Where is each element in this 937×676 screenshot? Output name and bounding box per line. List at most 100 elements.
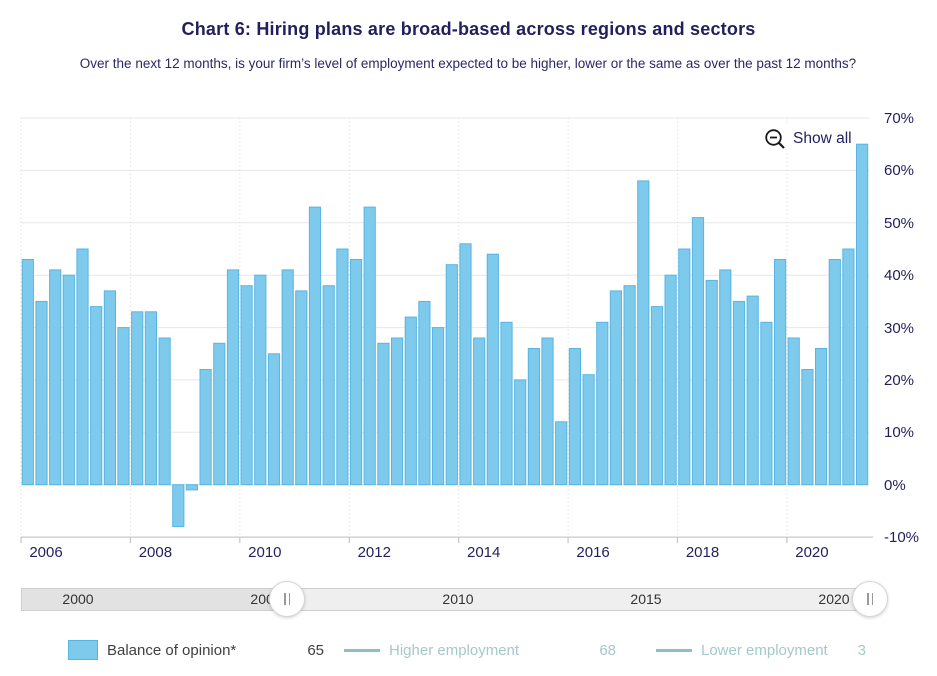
y-tick-label: 30% xyxy=(884,319,915,337)
x-tick-label: 2010 xyxy=(248,544,282,561)
bar[interactable] xyxy=(582,374,595,486)
bar[interactable] xyxy=(691,217,705,486)
zoom-out-icon xyxy=(765,128,785,149)
bar[interactable] xyxy=(76,248,89,486)
bar[interactable] xyxy=(144,311,158,486)
bar[interactable] xyxy=(787,337,800,486)
bar[interactable] xyxy=(172,484,185,528)
navigator-slider[interactable]: 2000 2005 2010 2015 2020 xyxy=(21,581,888,617)
show-all-button[interactable]: Show all xyxy=(761,126,855,152)
y-tick-label: 70% xyxy=(884,110,915,128)
bar[interactable] xyxy=(404,316,417,486)
legend: Balance of opinion* 65 Higher employment… xyxy=(68,640,866,660)
navigator-masked-range[interactable] xyxy=(22,589,287,610)
bar[interactable] xyxy=(842,248,855,486)
bar[interactable] xyxy=(363,206,376,486)
bar[interactable] xyxy=(760,321,773,486)
bar[interactable] xyxy=(418,300,431,486)
bar[interactable] xyxy=(199,369,212,486)
line-swatch-icon xyxy=(344,648,380,652)
bar[interactable] xyxy=(391,337,404,486)
bar[interactable] xyxy=(541,337,554,486)
bar[interactable] xyxy=(432,327,445,486)
bar[interactable] xyxy=(637,180,650,486)
legend-item-balance-of-opinion[interactable]: Balance of opinion* 65 xyxy=(68,640,324,660)
navigator-label: 2010 xyxy=(442,591,474,607)
bar[interactable] xyxy=(445,264,458,486)
bar[interactable] xyxy=(117,327,130,486)
bar[interactable] xyxy=(856,143,869,486)
bar[interactable] xyxy=(21,259,34,486)
bar[interactable] xyxy=(90,306,103,486)
bar[interactable] xyxy=(568,348,581,486)
y-tick-label: -10% xyxy=(884,529,920,547)
y-tick-label: 60% xyxy=(884,162,915,180)
navigator-label: 2000 xyxy=(62,591,94,607)
bar[interactable] xyxy=(377,342,390,486)
bar-swatch-icon xyxy=(68,640,98,660)
legend-value: 3 xyxy=(857,641,866,659)
bar[interactable] xyxy=(678,248,691,486)
bar[interactable] xyxy=(35,300,48,486)
bar[interactable] xyxy=(719,269,732,486)
navigator-handle-right[interactable] xyxy=(852,581,888,617)
bar[interactable] xyxy=(828,259,841,486)
bar[interactable] xyxy=(500,321,513,486)
y-tick-label: 0% xyxy=(884,476,906,494)
bar[interactable] xyxy=(226,269,240,486)
bar[interactable] xyxy=(131,311,144,486)
bar[interactable] xyxy=(815,348,828,486)
bar[interactable] xyxy=(281,269,294,486)
bar[interactable] xyxy=(322,285,335,486)
chart-subtitle: Over the next 12 months, is your firm’s … xyxy=(79,56,857,71)
bar[interactable] xyxy=(350,259,363,486)
bar[interactable] xyxy=(213,342,226,486)
bar[interactable] xyxy=(295,290,308,486)
bar[interactable] xyxy=(623,285,636,486)
legend-item-higher-employment[interactable]: Higher employment 68 xyxy=(344,642,616,659)
bar[interactable] xyxy=(459,243,472,486)
y-tick-label: 20% xyxy=(884,371,915,389)
bar[interactable] xyxy=(609,290,622,486)
x-tick-label: 2018 xyxy=(685,544,720,561)
bar[interactable] xyxy=(473,337,486,486)
bar[interactable] xyxy=(514,379,527,486)
y-tick-label: 40% xyxy=(884,267,915,285)
bar[interactable] xyxy=(746,295,759,486)
bar[interactable] xyxy=(240,285,253,486)
bar[interactable] xyxy=(267,353,281,486)
bar[interactable] xyxy=(308,206,322,486)
navigator-handle-left[interactable] xyxy=(269,581,305,617)
bar[interactable] xyxy=(185,484,199,491)
bar[interactable] xyxy=(664,274,677,486)
bar[interactable] xyxy=(596,321,609,486)
bar[interactable] xyxy=(49,269,62,486)
bar[interactable] xyxy=(527,348,540,486)
x-tick-label: 2016 xyxy=(576,544,610,561)
x-tick-label: 2006 xyxy=(29,544,63,561)
bar[interactable] xyxy=(336,248,349,486)
bar[interactable] xyxy=(555,421,568,486)
x-tick-label: 2008 xyxy=(138,544,173,561)
legend-label: Lower employment xyxy=(701,641,828,659)
bar[interactable] xyxy=(254,274,267,486)
legend-label: Higher employment xyxy=(389,641,520,659)
bar[interactable] xyxy=(732,300,746,486)
bar[interactable] xyxy=(650,306,664,486)
bar[interactable] xyxy=(486,253,499,486)
navigator-label: 2015 xyxy=(630,591,662,607)
x-tick-label: 2014 xyxy=(466,544,501,561)
y-tick-label: 50% xyxy=(884,214,915,232)
legend-item-lower-employment[interactable]: Lower employment 3 xyxy=(656,642,866,659)
bar[interactable] xyxy=(62,274,75,486)
x-tick-label: 2012 xyxy=(357,544,391,561)
bar[interactable] xyxy=(705,279,718,486)
bar[interactable] xyxy=(158,337,171,486)
bar[interactable] xyxy=(774,259,787,486)
bar[interactable] xyxy=(103,290,117,486)
legend-value: 65 xyxy=(307,641,324,659)
bar[interactable] xyxy=(801,369,814,486)
x-tick-label: 2020 xyxy=(795,544,829,561)
